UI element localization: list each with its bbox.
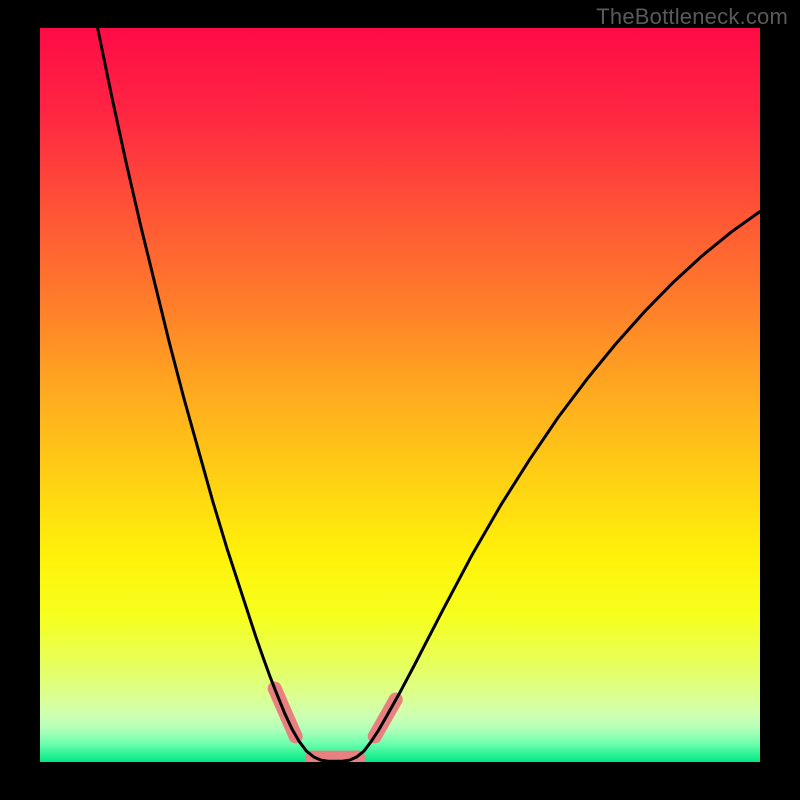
- watermark-label: TheBottleneck.com: [596, 4, 788, 30]
- gradient-background: [40, 28, 760, 762]
- chart-container: TheBottleneck.com: [0, 0, 800, 800]
- bottleneck-chart: [0, 0, 800, 800]
